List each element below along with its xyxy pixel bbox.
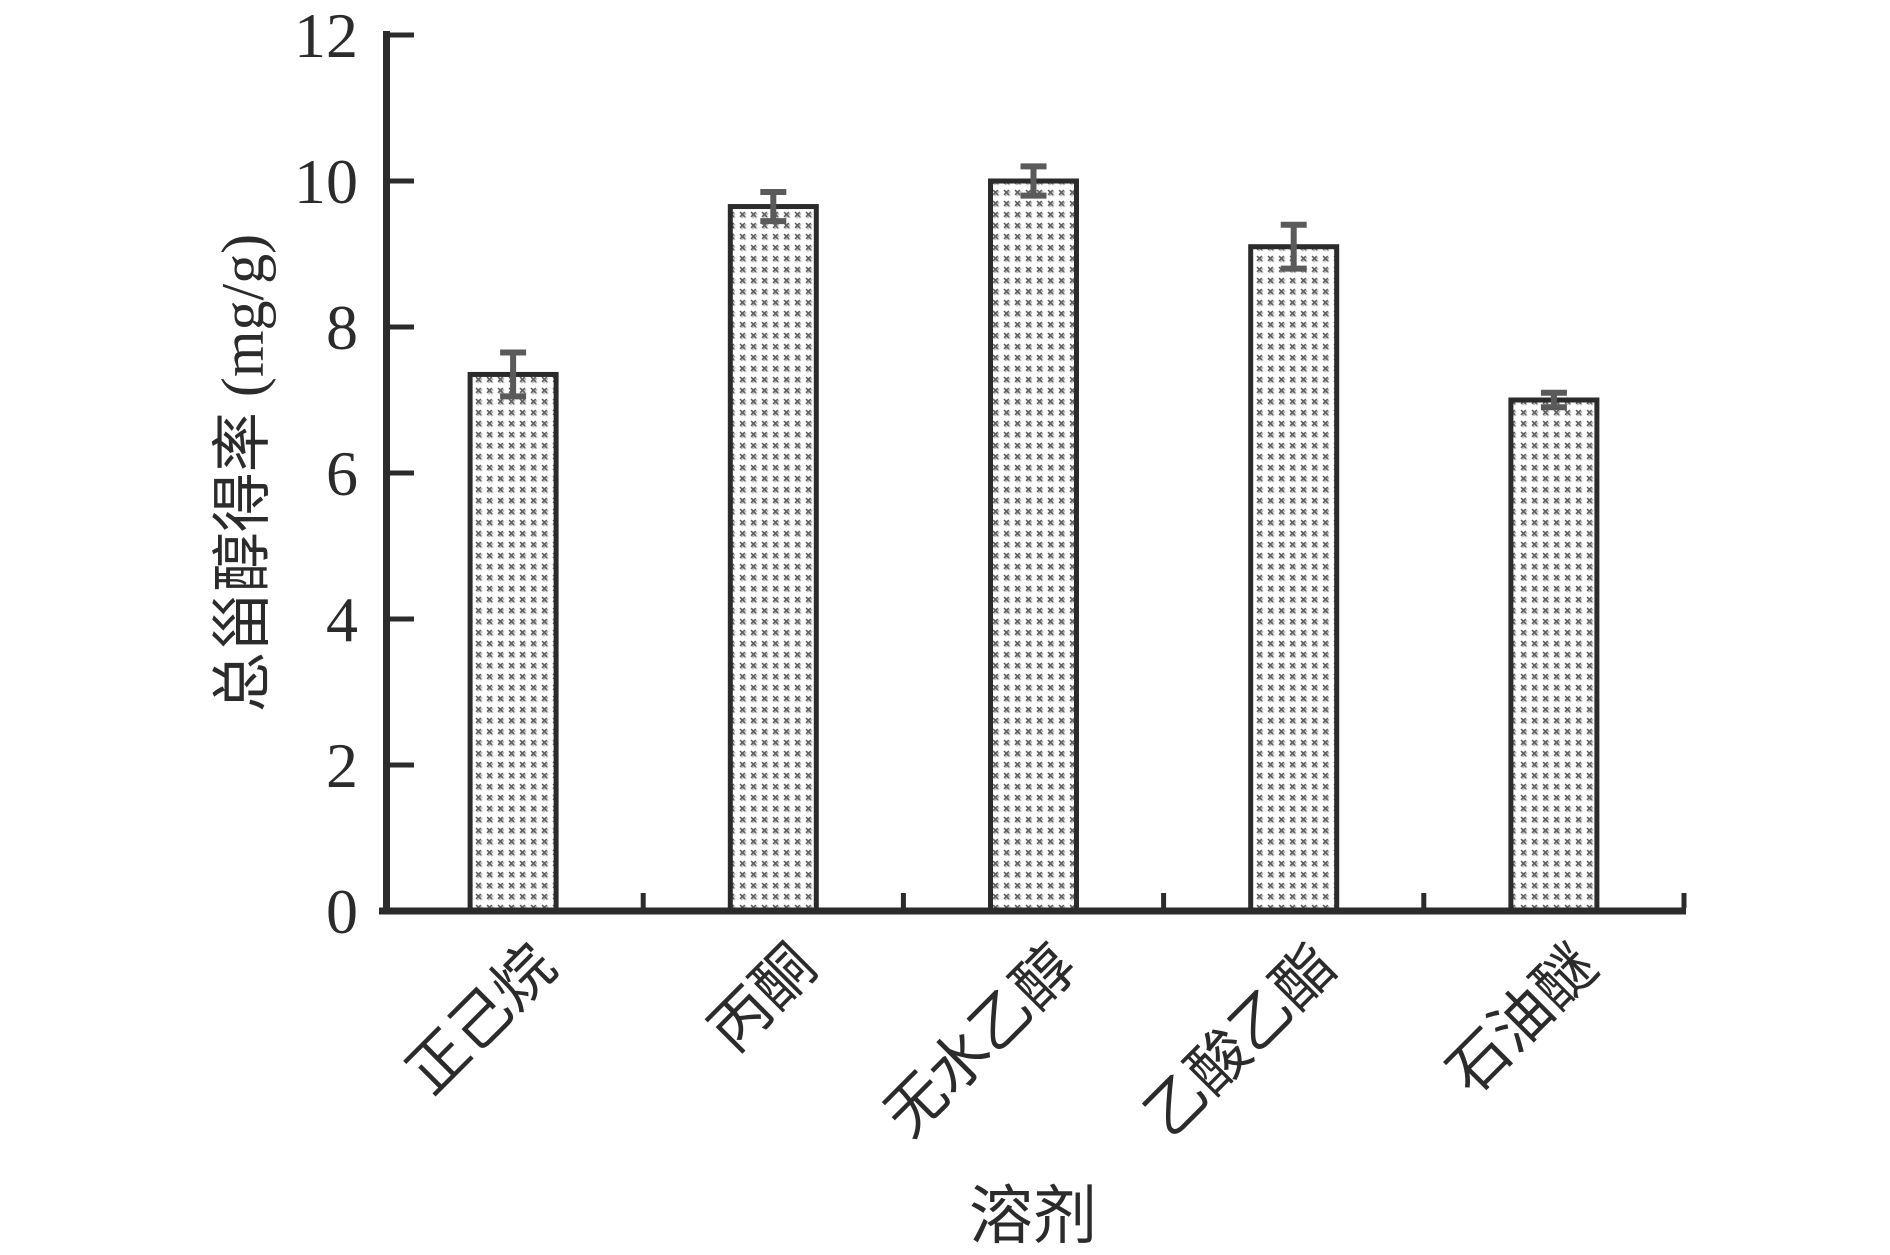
bar [1508,397,1600,914]
bar [727,204,819,914]
plot-area: 0 2 4 6 8 10 12 正己烷 丙酮 无水乙醇 乙酸乙酯 石油醚 [294,0,1687,1149]
y-tick-label: 4 [326,584,358,655]
bar [467,371,559,914]
y-tick-label: 0 [326,876,358,947]
x-axis-title: 溶剂 [969,1181,1097,1252]
y-axis-title: 总甾醇得率 (mg/g) [210,234,276,712]
y-tick-label: 10 [294,146,358,217]
y-tick-label: 8 [326,292,358,363]
x-category-label: 丙酮 [697,933,829,1065]
x-category-label: 石油醚 [1435,933,1609,1107]
y-tick-label: 12 [294,0,358,71]
x-category-label: 无水乙醇 [872,933,1088,1149]
bar [988,178,1079,914]
y-tick-label: 6 [326,438,358,509]
bar [1248,244,1340,914]
x-category-label: 正己烷 [394,933,568,1107]
x-category-label: 乙酸乙酯 [1133,933,1349,1149]
y-tick-label: 2 [326,730,358,801]
